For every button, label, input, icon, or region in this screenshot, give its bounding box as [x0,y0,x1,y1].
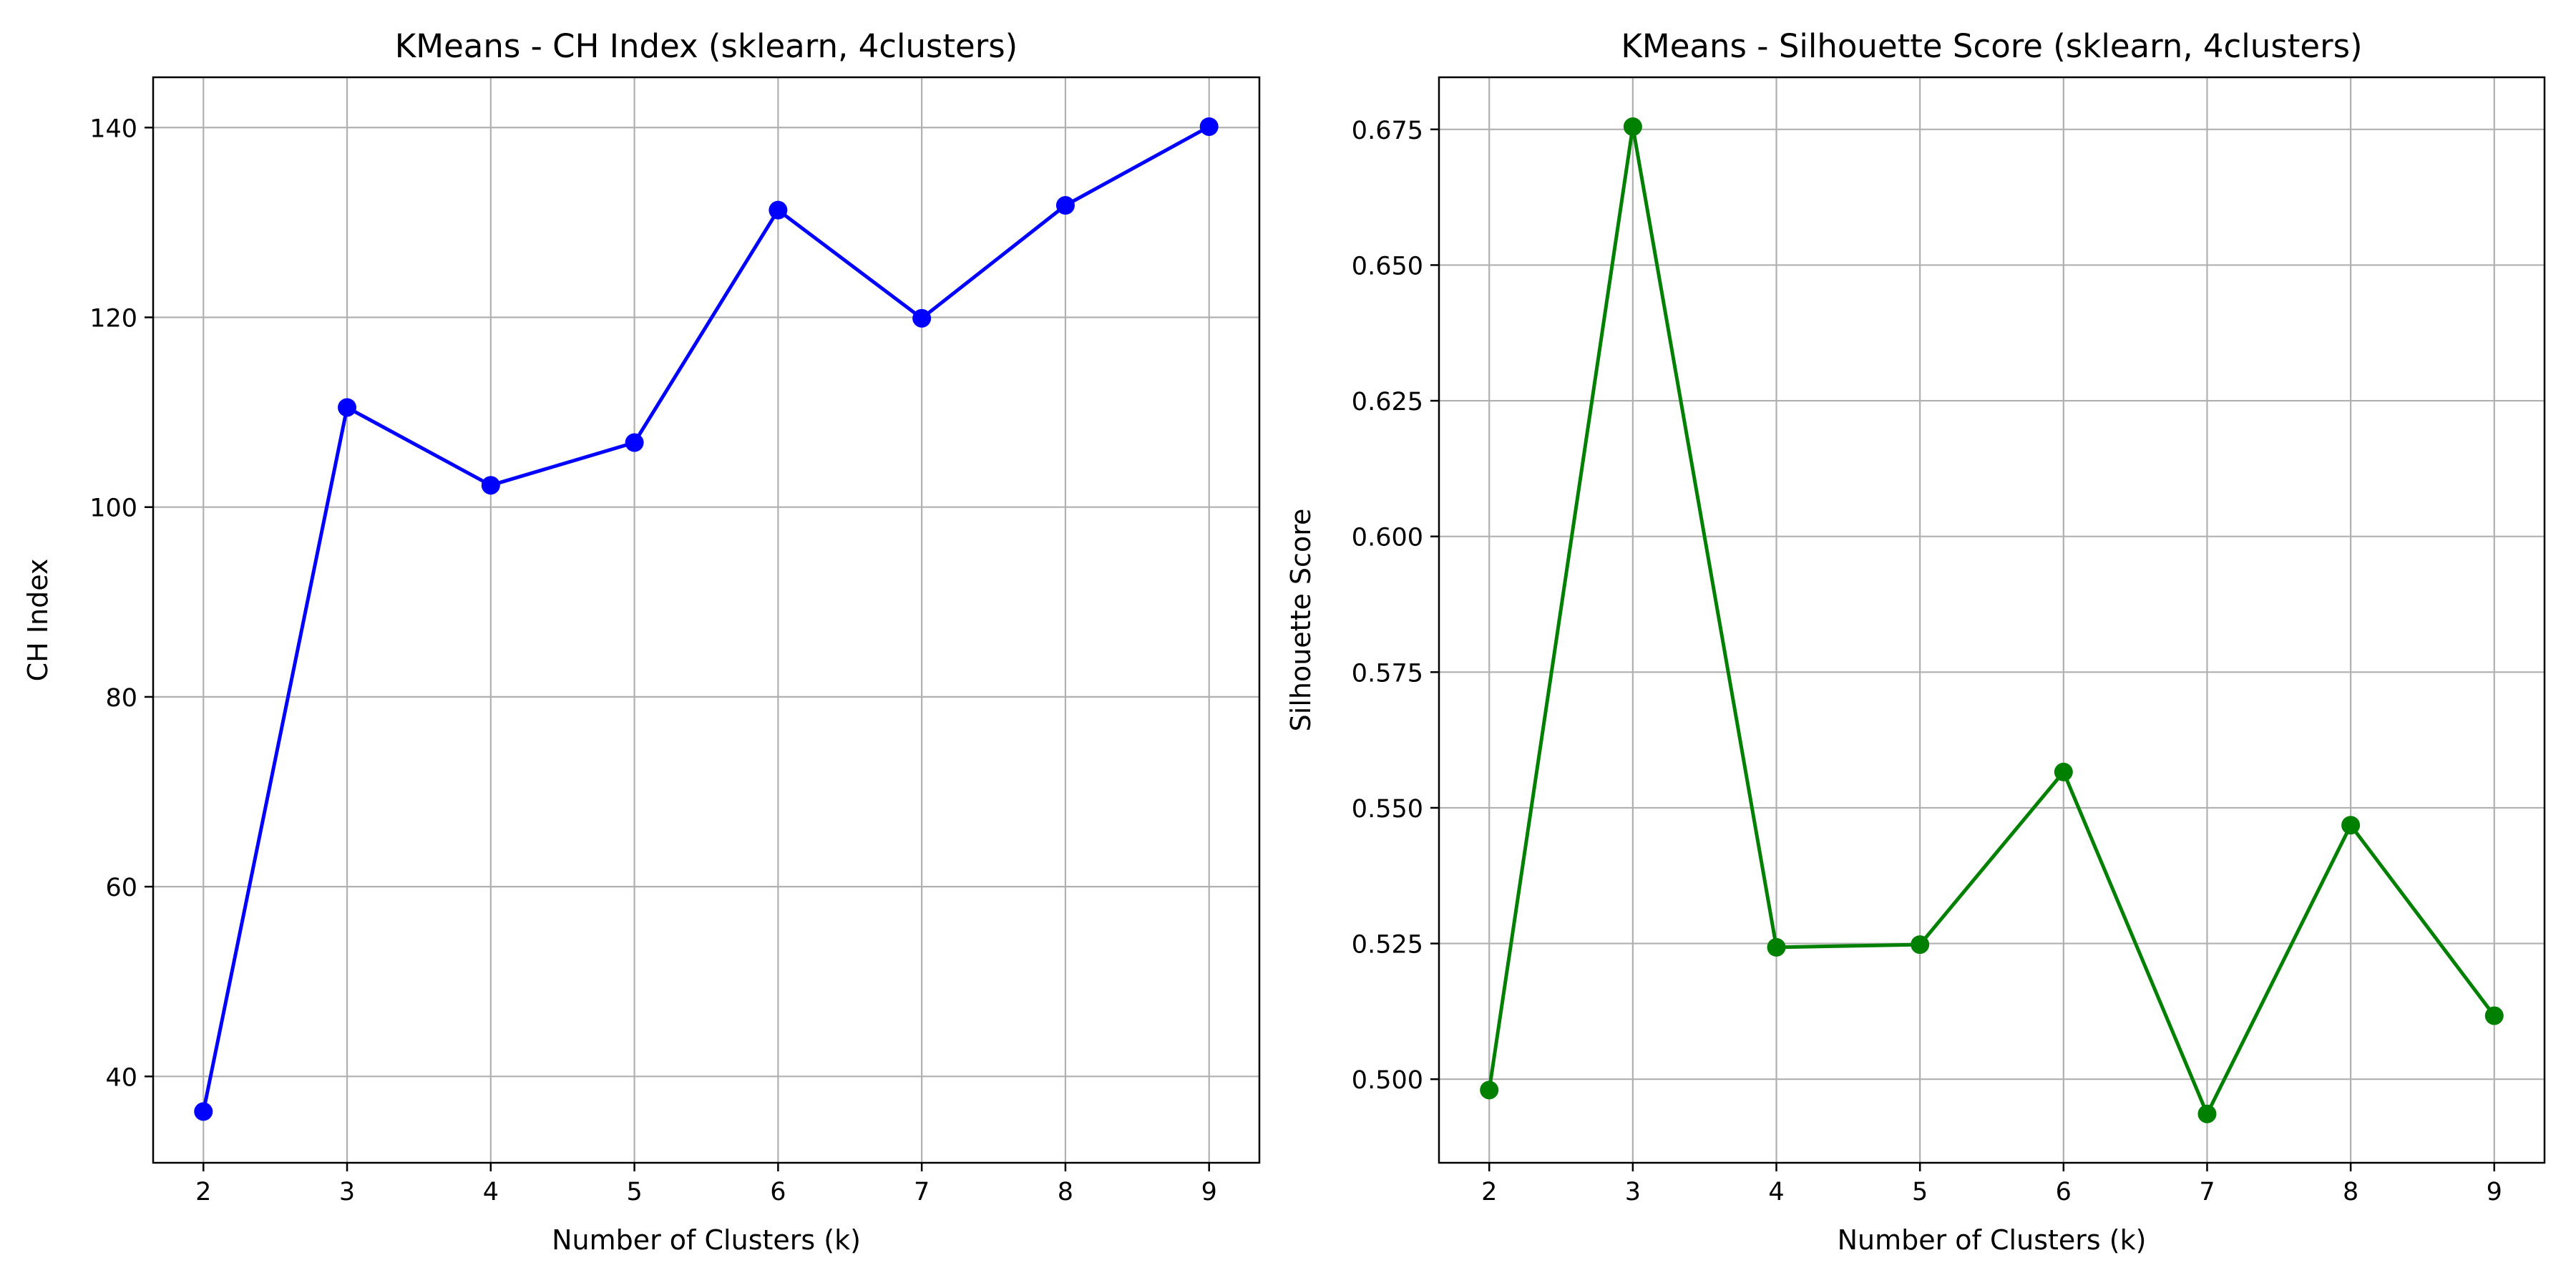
data-point [338,398,357,417]
y-tick-label: 0.500 [1352,1066,1423,1095]
y-tick-label: 120 [89,304,137,333]
data-point [1199,117,1219,136]
y-tick-label: 40 [105,1063,137,1092]
data-point [912,308,932,328]
x-tick-label: 9 [2487,1178,2502,1206]
y-tick-label: 0.650 [1352,252,1423,280]
x-tick-label: 9 [1201,1178,1217,1206]
data-point [1767,937,1786,957]
x-tick-label: 5 [626,1178,642,1206]
x-tick-label: 3 [1625,1178,1641,1206]
data-point [1911,935,1930,955]
x-tick-label: 2 [1481,1178,1497,1206]
x-tick-label: 6 [770,1178,786,1206]
x-tick-label: 5 [1912,1178,1928,1206]
y-tick-label: 0.675 [1352,117,1423,145]
y-axis-label: Silhouette Score [1285,509,1317,732]
x-tick-label: 8 [2343,1178,2358,1206]
chart-title: KMeans - CH Index (sklearn, 4clusters) [395,27,1018,65]
x-tick-label: 8 [1058,1178,1073,1206]
x-tick-label: 6 [2056,1178,2072,1206]
data-point [194,1102,213,1121]
y-tick-label: 100 [89,494,137,523]
data-point [2197,1104,2217,1123]
x-tick-label: 7 [914,1178,930,1206]
series-line [201,125,1210,1112]
data-point [1480,1080,1499,1100]
ch-index-chart: 2 3 4 5 6 7 8 9 40 60 80 100 120 140 KMeans - CH Index… [22,27,1261,1256]
y-tick-label: 60 [105,874,137,902]
data-point [2484,1006,2504,1025]
data-point [2341,816,2361,835]
data-point [1055,196,1075,215]
y-tick-label: 80 [105,684,137,713]
y-axis-label: CH Index [22,559,54,682]
y-tick-label: 0.550 [1352,795,1423,824]
x-axis-label: Number of Clusters (k) [1838,1224,2147,1256]
plot-frame [152,76,1261,1164]
data-point [1623,117,1642,137]
data-point [625,433,644,452]
x-tick-label: 4 [1768,1178,1784,1206]
plot-frame [1438,76,2546,1164]
y-tick-label: 140 [89,114,137,143]
x-tick-label: 7 [2199,1178,2215,1206]
x-tick-label: 3 [339,1178,355,1206]
silhouette-score-chart: 2 3 4 5 6 7 8 9 0.500 0.525 0.550 0.575 0.600 0.625 0.… [1285,27,2546,1256]
y-tick-label: 0.525 [1352,931,1423,960]
chart-title: KMeans - Silhouette Score (sklearn, 4clu… [1621,27,2362,65]
y-tick-label: 0.625 [1352,388,1423,416]
y-tick-label: 0.600 [1352,524,1423,552]
data-point [2054,762,2073,781]
y-tick-label: 0.575 [1352,659,1423,688]
x-axis-label: Number of Clusters (k) [552,1224,861,1256]
data-point [769,200,788,220]
x-tick-label: 2 [195,1178,211,1206]
x-tick-label: 4 [483,1178,499,1206]
data-point [481,476,500,495]
series-line [1487,125,2496,1116]
